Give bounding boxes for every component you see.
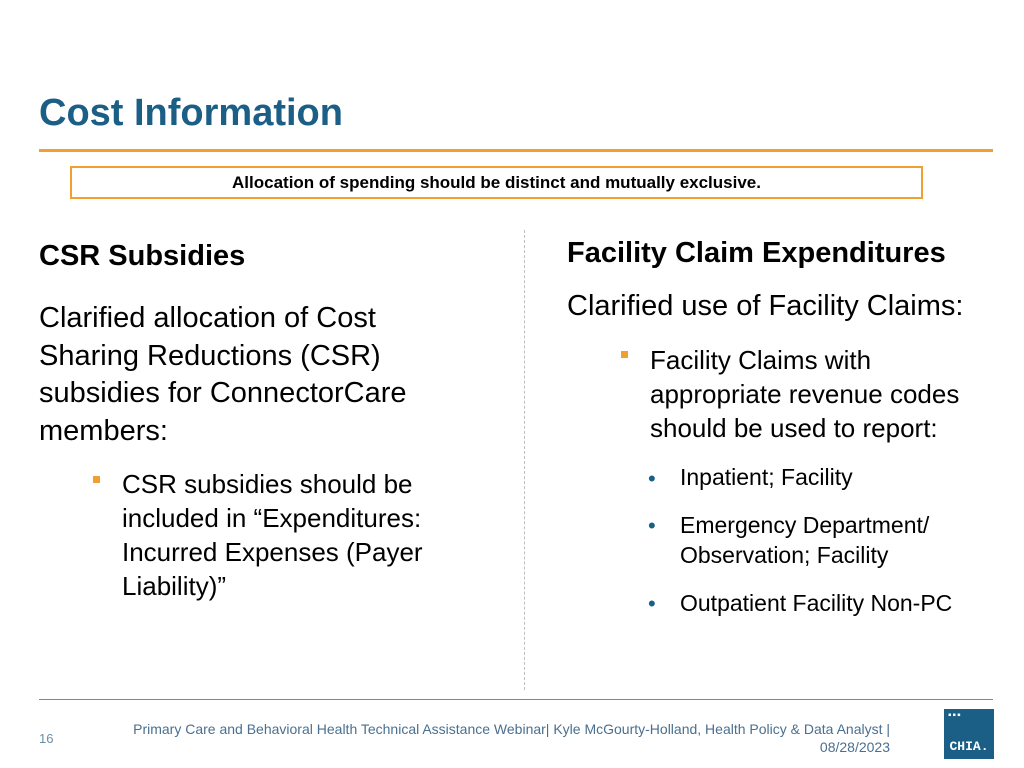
facility-bullet: Facility Claims with appropriate revenue… <box>650 343 959 445</box>
csr-heading: CSR Subsidies <box>39 240 246 272</box>
square-bullet-icon <box>621 351 628 358</box>
facility-sub-bullet: Emergency Department/ Observation; Facil… <box>680 510 929 570</box>
footer-date: 08/28/2023 <box>819 739 890 755</box>
facility-bullet-line: should be used to report: <box>650 413 938 443</box>
callout-text: Allocation of spending should be distinc… <box>232 172 761 192</box>
csr-body: Clarified allocation of Cost Sharing Red… <box>39 300 407 450</box>
facility-sub-bullet: Outpatient Facility Non-PC <box>680 588 952 618</box>
page-number: 16 <box>39 731 54 746</box>
csr-body-line: subsidies for ConnectorCare <box>39 377 407 409</box>
facility-bullet-line: appropriate revenue codes <box>650 379 960 409</box>
column-divider <box>524 230 525 690</box>
sub-bullet-line: Outpatient Facility Non-PC <box>680 590 953 616</box>
sub-bullet-line: Emergency Department/ <box>680 512 930 538</box>
dot-bullet-icon: • <box>648 466 656 491</box>
slide-title: Cost Information <box>39 92 343 134</box>
csr-bullet: CSR subsidies should be included in “Exp… <box>122 467 423 603</box>
logo-text: CHIA. <box>949 739 989 754</box>
dot-bullet-icon: • <box>648 513 656 538</box>
chia-logo: ▪▪▪ CHIA. <box>944 709 994 759</box>
square-bullet-icon <box>93 476 100 483</box>
title-underline <box>39 149 993 152</box>
facility-heading: Facility Claim Expenditures <box>567 237 946 269</box>
csr-body-line: members: <box>39 414 168 447</box>
csr-body-line: Clarified allocation of Cost <box>39 302 376 334</box>
dot-bullet-icon: • <box>648 591 656 616</box>
sub-bullet-line: Observation; Facility <box>680 542 889 568</box>
facility-sub-bullet: Inpatient; Facility <box>680 462 853 492</box>
facility-bullet-line: Facility Claims with <box>650 345 872 375</box>
logo-dots-icon: ▪▪▪ <box>948 710 962 721</box>
footer-text: Primary Care and Behavioral Health Techn… <box>133 721 890 737</box>
sub-bullet-line: Inpatient; Facility <box>680 464 853 490</box>
callout-box: Allocation of spending should be distinc… <box>70 166 923 199</box>
csr-bullet-line: included in “Expenditures: <box>122 503 422 533</box>
csr-bullet-line: Incurred Expenses (Payer <box>122 537 423 567</box>
facility-body: Clarified use of Facility Claims: <box>567 290 964 322</box>
csr-body-line: Sharing Reductions (CSR) <box>39 339 381 372</box>
csr-bullet-line: Liability)” <box>122 571 227 601</box>
csr-bullet-line: CSR subsidies should be <box>122 469 413 499</box>
footer-rule <box>39 699 993 700</box>
